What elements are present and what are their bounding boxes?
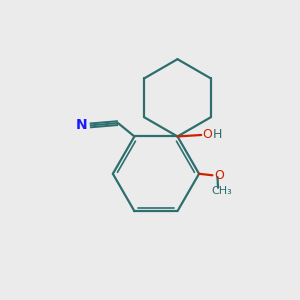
- Text: CH₃: CH₃: [212, 186, 232, 196]
- Text: H: H: [213, 128, 223, 141]
- Text: N: N: [76, 118, 87, 133]
- Text: O: O: [214, 169, 224, 182]
- Text: O: O: [202, 128, 212, 142]
